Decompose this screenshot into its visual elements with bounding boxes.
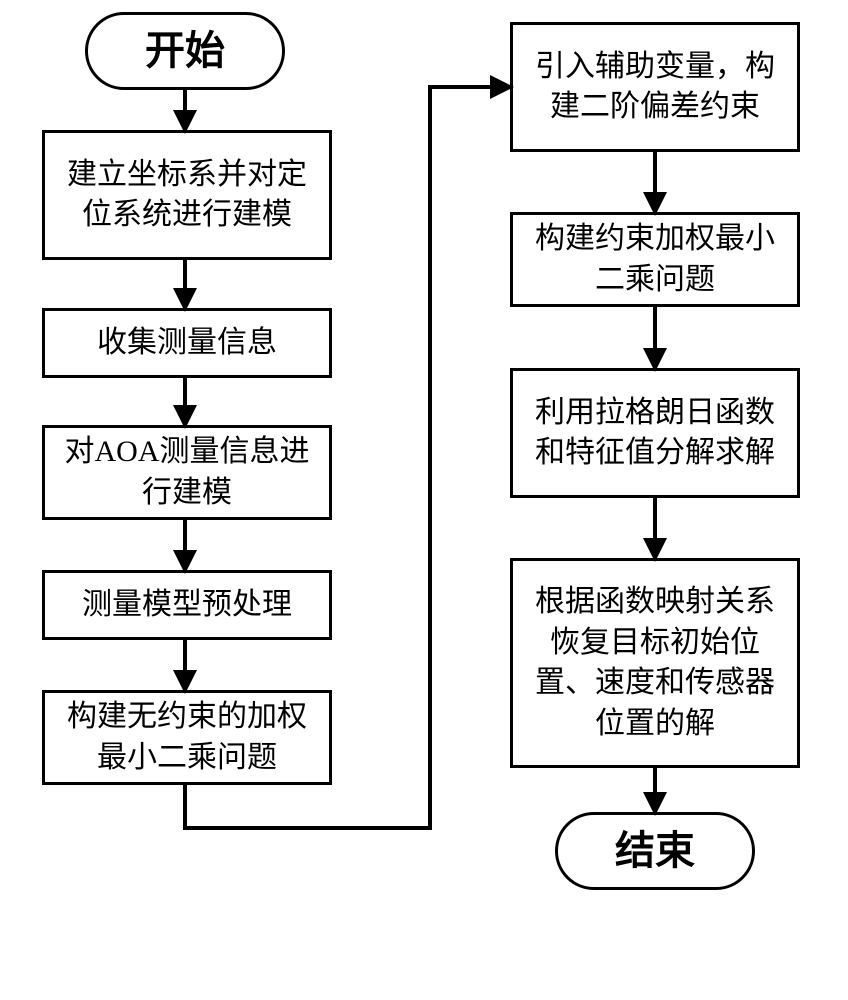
process-n2: 收集测量信息	[42, 308, 332, 378]
process-n4: 测量模型预处理	[42, 570, 332, 640]
process-n7: 构建约束加权最小二乘问题	[510, 212, 800, 307]
process-n9: 根据函数映射关系恢复目标初始位置、速度和传感器位置的解	[510, 558, 800, 768]
start-node: 开始	[85, 12, 285, 90]
end-node: 结束	[555, 812, 755, 890]
process-n8: 利用拉格朗日函数和特征值分解求解	[510, 368, 800, 498]
process-n3: 对AOA测量信息进行建模	[42, 425, 332, 520]
process-n5: 构建无约束的加权最小二乘问题	[42, 690, 332, 785]
process-n6: 引入辅助变量，构建二阶偏差约束	[510, 22, 800, 152]
process-n1: 建立坐标系并对定位系统进行建模	[42, 130, 332, 260]
